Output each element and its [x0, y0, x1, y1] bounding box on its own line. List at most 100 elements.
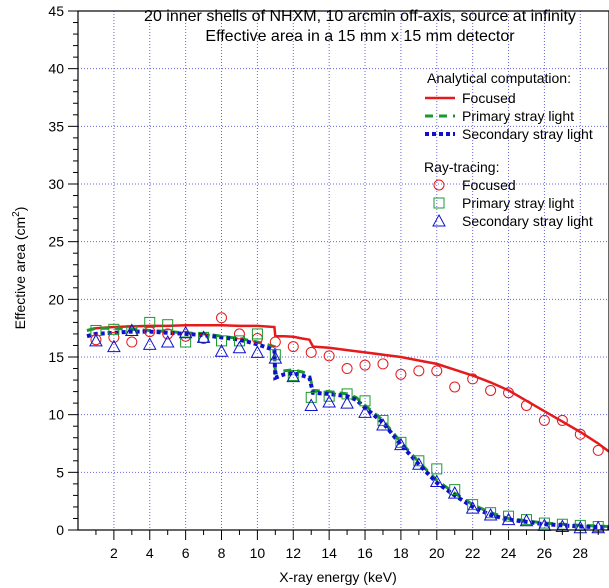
raytracing-primary-stray-light-point [162, 319, 174, 331]
raytracing-secondary-stray-light-point [196, 330, 211, 343]
legend-label-primary-line: Primary stray light [462, 108, 574, 124]
raytracing-focused-point [144, 326, 156, 338]
raytracing-secondary-stray-light-point [178, 325, 193, 339]
y-tick-label: 10 [48, 407, 64, 423]
raytracing-primary-stray-light-point [485, 507, 497, 519]
raytracing-secondary-stray-light-point [142, 337, 157, 350]
raytracing-focused-point [216, 312, 228, 324]
raytracing-focused-point [592, 444, 604, 456]
x-tick-label: 2 [110, 545, 118, 561]
x-tick-label: 20 [429, 545, 445, 561]
raytracing-focused-point [538, 414, 550, 426]
x-tick-label: 8 [218, 545, 226, 561]
legend: Analytical computation: Focused Primary … [424, 70, 593, 229]
raytracing-secondary-stray-light-point [429, 474, 444, 488]
y-tick-label: 35 [48, 118, 64, 134]
legend-label-focused-marker: Focused [462, 177, 516, 193]
y-axis-label: Effective area (cm2) [11, 207, 28, 330]
raytracing-primary-stray-light-point [323, 390, 335, 402]
raytracing-secondary-stray-light-point [286, 369, 301, 383]
raytracing-focused-point [287, 341, 299, 353]
x-tick-label: 18 [393, 545, 409, 561]
raytracing-primary-stray-light-point [108, 323, 120, 335]
raytracing-secondary-stray-light-point [394, 437, 408, 451]
raytracing-secondary-stray-light-point [268, 351, 283, 364]
raytracing-focused-point [467, 373, 479, 385]
ticks [68, 10, 599, 540]
raytracing-focused-point [377, 358, 389, 370]
raytracing-focused-point [323, 350, 335, 362]
raytracing-secondary-stray-light-point [214, 344, 229, 357]
tick-labels: 2 4 6 8 10 12 14 16 18 20 22 24 26 280510152025303540… [48, 3, 588, 561]
y-tick-label: 45 [48, 3, 64, 19]
raytracing-primary-stray-light-point [251, 328, 263, 340]
x-tick-label: 6 [182, 545, 190, 561]
raytracing-focused-point [485, 384, 497, 396]
raytracing-focused-point [233, 328, 245, 340]
y-tick-label: 15 [48, 349, 64, 365]
raytracing-focused-point [108, 331, 120, 343]
series-layer [86, 312, 609, 534]
raytracing-primary-stray-light-point [556, 518, 568, 530]
raytracing-focused-point [395, 368, 407, 380]
raytracing-primary-stray-light-point [269, 349, 281, 361]
x-tick-label: 22 [465, 545, 481, 561]
raytracing-secondary-stray-light-point [107, 339, 121, 353]
raytracing-primary-stray-light-point [395, 436, 407, 448]
raytracing-focused-point [556, 414, 568, 426]
raytracing-focused-point [126, 336, 138, 348]
x-tick-label: 16 [357, 545, 373, 561]
raytracing-primary-stray-light-point [413, 455, 425, 467]
y-tick-label: 0 [56, 522, 64, 538]
raytracing-primary-stray-light-point [180, 336, 192, 348]
raytracing-focused-point [503, 387, 515, 399]
legend-label-focused-line: Focused [462, 90, 516, 106]
raytracing-focused-point [269, 336, 281, 348]
x-tick-label: 24 [501, 545, 517, 561]
y-tick-label: 40 [48, 61, 64, 77]
x-tick-label: 26 [537, 545, 553, 561]
raytracing-focused-point [359, 359, 371, 371]
raytracing-primary-stray-light-point [377, 414, 389, 426]
legend-title-raytracing: Ray-tracing: [424, 159, 499, 175]
x-tick-label: 14 [321, 545, 337, 561]
raytracing-primary-stray-light-point [305, 391, 317, 403]
analytical-focused-curve [86, 324, 609, 453]
x-axis-label: X-ray energy (keV) [279, 569, 396, 585]
grid [78, 11, 609, 530]
legend-label-secondary-marker: Secondary stray light [462, 213, 593, 229]
raytracing-primary-stray-light-point [538, 517, 550, 529]
legend-title-analytical: Analytical computation: [427, 70, 571, 86]
raytracing-secondary-stray-light-point [322, 394, 336, 408]
plot-frame [77, 10, 609, 531]
raytracing-primary-stray-light-point [431, 463, 443, 475]
raytracing-secondary-stray-light-point [519, 513, 534, 527]
raytracing-secondary-stray-light-point [304, 398, 319, 411]
chart-title-line1: 20 inner shells of NHXM, 10 arcmin off-a… [144, 8, 576, 25]
raytracing-secondary-stray-light-point [483, 507, 498, 521]
raytracing-secondary-stray-light-point [376, 418, 390, 431]
raytracing-focused-point [341, 363, 353, 375]
raytracing-focused-point [305, 346, 317, 358]
raytracing-primary-stray-light-point [233, 335, 245, 347]
chart-title-line2: Effective area in a 15 mm x 15 mm detect… [205, 28, 515, 45]
y-tick-label: 20 [48, 291, 64, 307]
legend-swatch-focused-marker [433, 179, 445, 191]
raytracing-primary-stray-light-point [449, 484, 461, 496]
raytracing-primary-stray-light-point [467, 499, 479, 511]
raytracing-secondary-stray-light-point [89, 333, 103, 347]
raytracing-focused-point [431, 365, 443, 377]
raytracing-secondary-stray-light-point [340, 396, 354, 409]
legend-swatch-primary-marker [433, 197, 445, 209]
raytracing-primary-stray-light-point [144, 316, 156, 328]
raytracing-secondary-stray-light-point [124, 323, 139, 336]
x-tick-label: 28 [573, 545, 589, 561]
legend-label-primary-marker: Primary stray light [462, 195, 574, 211]
raytracing-primary-stray-light-point [341, 388, 353, 400]
raytracing-focused-point [520, 399, 532, 411]
y-axis-label-main: Effective area (cm [12, 217, 28, 330]
y-tick-label: 5 [56, 464, 64, 480]
raytracing-secondary-stray-light-point [501, 512, 516, 526]
